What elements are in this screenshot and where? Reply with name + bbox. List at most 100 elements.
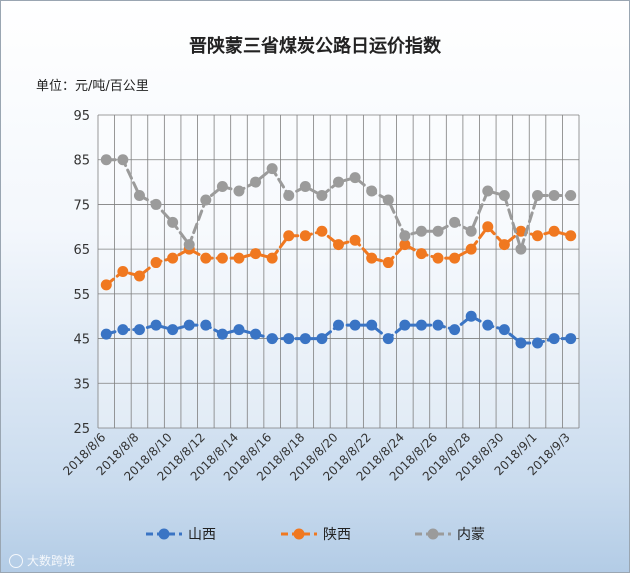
data-point-山西 xyxy=(565,333,577,345)
data-point-陕西 xyxy=(482,221,494,233)
data-point-陕西 xyxy=(465,243,477,255)
data-point-内蒙 xyxy=(333,176,344,188)
data-point-山西 xyxy=(150,319,162,331)
data-point-山西 xyxy=(366,319,378,331)
y-tick-label: 65 xyxy=(73,243,90,258)
y-tick-label: 55 xyxy=(73,288,90,303)
data-point-内蒙 xyxy=(283,189,295,201)
data-point-山西 xyxy=(498,324,510,336)
data-point-山西 xyxy=(349,319,361,331)
data-point-山西 xyxy=(100,328,112,340)
data-point-内蒙 xyxy=(299,181,311,193)
chart-title: 晋陕蒙三省煤炭公路日运价指数 xyxy=(189,36,441,57)
data-point-山西 xyxy=(382,333,394,345)
watermark-logo-icon xyxy=(9,553,23,568)
y-tick-label: 85 xyxy=(73,154,90,169)
data-point-陕西 xyxy=(100,279,112,291)
data-point-内蒙 xyxy=(183,239,195,251)
data-point-内蒙 xyxy=(316,189,328,201)
data-point-陕西 xyxy=(515,225,527,237)
data-point-陕西 xyxy=(250,248,262,260)
watermark: 大数跨境 xyxy=(9,552,75,569)
data-point-内蒙 xyxy=(399,230,411,242)
data-point-陕西 xyxy=(449,252,461,264)
data-point-山西 xyxy=(482,319,494,331)
data-point-内蒙 xyxy=(216,181,228,193)
data-point-陕西 xyxy=(167,252,179,264)
y-tick-label: 75 xyxy=(73,198,90,213)
data-point-陕西 xyxy=(432,252,444,264)
data-point-山西 xyxy=(200,319,212,331)
data-point-陕西 xyxy=(366,252,378,264)
data-point-陕西 xyxy=(283,230,295,242)
plot-area xyxy=(98,115,579,428)
legend-dot xyxy=(293,528,305,540)
data-point-陕西 xyxy=(216,252,228,264)
data-point-陕西 xyxy=(532,230,544,242)
data-point-山西 xyxy=(183,319,195,331)
data-point-山西 xyxy=(316,333,328,345)
data-point-内蒙 xyxy=(465,225,477,237)
data-point-内蒙 xyxy=(133,189,145,201)
data-point-山西 xyxy=(532,337,544,349)
y-tick-label: 45 xyxy=(73,333,90,348)
data-point-山西 xyxy=(167,324,179,336)
data-point-内蒙 xyxy=(565,189,577,201)
legend: 山西 陕西 内蒙 xyxy=(1,524,629,548)
data-point-内蒙 xyxy=(150,198,162,210)
data-point-山西 xyxy=(266,333,278,345)
data-point-内蒙 xyxy=(366,185,378,197)
data-point-山西 xyxy=(299,333,311,345)
data-point-陕西 xyxy=(382,257,394,269)
data-point-内蒙 xyxy=(100,154,112,166)
data-point-山西 xyxy=(117,324,129,336)
y-tick-label: 35 xyxy=(73,377,90,392)
data-point-陕西 xyxy=(333,239,344,251)
data-point-山西 xyxy=(233,324,245,336)
data-point-内蒙 xyxy=(498,189,510,201)
data-point-山西 xyxy=(283,333,295,345)
legend-dot xyxy=(427,528,439,540)
data-point-内蒙 xyxy=(515,243,527,255)
data-point-内蒙 xyxy=(200,194,212,206)
legend-label: 陕西 xyxy=(323,527,351,543)
data-point-陕西 xyxy=(498,239,510,251)
legend-marker-icon xyxy=(415,528,451,540)
data-point-山西 xyxy=(399,319,411,331)
data-point-内蒙 xyxy=(233,185,245,197)
data-point-内蒙 xyxy=(432,225,444,237)
legend-item-陕西: 陕西 xyxy=(279,524,351,544)
data-point-山西 xyxy=(432,319,444,331)
data-point-内蒙 xyxy=(382,194,394,206)
data-point-山西 xyxy=(216,328,228,340)
data-point-内蒙 xyxy=(449,216,461,228)
data-point-陕西 xyxy=(299,230,311,242)
legend-item-山西: 山西 xyxy=(144,524,216,544)
data-point-内蒙 xyxy=(482,185,494,197)
data-point-陕西 xyxy=(316,225,328,237)
data-point-内蒙 xyxy=(532,189,544,201)
data-point-陕西 xyxy=(133,270,145,282)
data-point-陕西 xyxy=(349,234,361,246)
data-point-山西 xyxy=(415,319,427,331)
data-point-山西 xyxy=(449,324,461,336)
data-point-内蒙 xyxy=(548,189,560,201)
legend-dot xyxy=(158,528,170,540)
data-point-陕西 xyxy=(415,248,427,260)
data-point-内蒙 xyxy=(250,176,262,188)
data-point-山西 xyxy=(133,324,145,336)
data-point-山西 xyxy=(465,310,477,322)
data-point-内蒙 xyxy=(349,172,361,184)
data-point-内蒙 xyxy=(266,163,278,175)
data-point-内蒙 xyxy=(415,225,427,237)
watermark-text: 大数跨境 xyxy=(27,554,76,568)
unit-label: 单位：元/吨/百公里 xyxy=(36,79,149,94)
data-point-山西 xyxy=(515,337,527,349)
data-point-陕西 xyxy=(565,230,577,242)
data-point-山西 xyxy=(250,328,262,340)
data-point-陕西 xyxy=(200,252,212,264)
data-point-陕西 xyxy=(399,239,411,251)
data-point-陕西 xyxy=(548,225,560,237)
legend-label: 山西 xyxy=(188,527,216,543)
